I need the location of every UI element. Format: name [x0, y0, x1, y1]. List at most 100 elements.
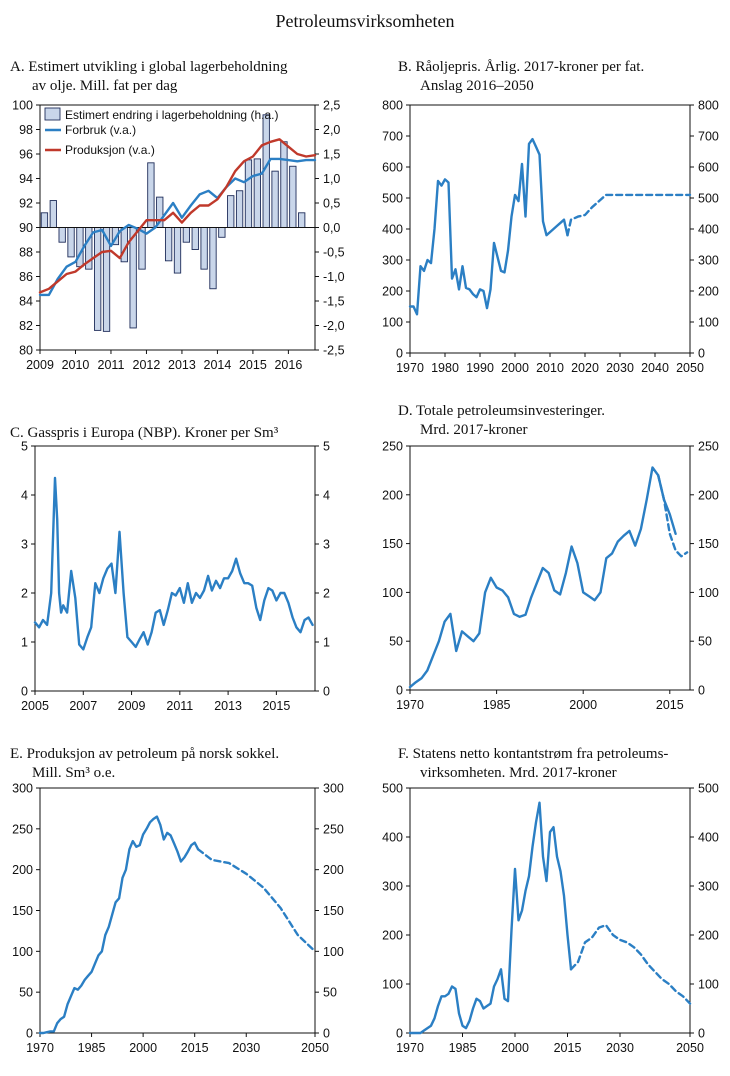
x-tick-label: 1990 — [466, 361, 494, 375]
y-tick-label: 200 — [382, 929, 403, 943]
y-tick-label-right: 3 — [323, 538, 330, 552]
x-tick-label: 2015 — [239, 358, 267, 372]
y-tick-label-right: 0 — [323, 685, 330, 699]
x-tick-label: 1985 — [449, 1041, 477, 1055]
y-tick-label-right: 1 — [323, 636, 330, 650]
inventory-change-bar — [244, 159, 253, 228]
y-tick-label-right: 0 — [698, 1027, 705, 1041]
series-line — [33, 476, 314, 651]
y-tick-label-right: 500 — [698, 192, 719, 206]
y-tick-label: 88 — [19, 246, 33, 260]
y-tick-label-right: 100 — [698, 978, 719, 992]
x-tick-label: 2014 — [204, 358, 232, 372]
y-tick-label: 1 — [21, 636, 28, 650]
x-tick-label: 2015 — [181, 1041, 209, 1055]
y-tick-label-right: 0 — [323, 1027, 330, 1041]
panel-title-line: Mill. Sm³ o.e. — [32, 765, 115, 781]
y-tick-label: 200 — [382, 285, 403, 299]
x-tick-label: 2007 — [69, 699, 97, 713]
series-line — [38, 815, 200, 1035]
inventory-change-bar — [280, 141, 288, 228]
y-tick-label: 300 — [12, 782, 33, 796]
y-tick-label: 800 — [382, 99, 403, 113]
series-line — [38, 157, 317, 297]
inventory-change-bar — [271, 170, 279, 228]
y-tick-label: 94 — [19, 172, 33, 186]
y-tick-label: 0 — [21, 685, 28, 699]
x-tick-label: 2015 — [554, 1041, 582, 1055]
plot-frame — [34, 445, 316, 692]
y-tick-label-right: 200 — [698, 488, 719, 502]
x-tick-label: 2030 — [606, 1041, 634, 1055]
inventory-change-bar — [138, 227, 146, 270]
y-tick-label: 0 — [396, 684, 403, 698]
x-tick-label: 1980 — [431, 361, 459, 375]
panel-title-line: F. Statens netto kontantstrøm fra petrol… — [398, 746, 668, 762]
y-tick-label-right: 400 — [698, 831, 719, 845]
x-tick-label: 2015 — [262, 699, 290, 713]
x-tick-label: 2015 — [656, 698, 684, 712]
y-tick-label: 200 — [382, 488, 403, 502]
y-tick-label-right: 50 — [323, 986, 337, 1000]
inventory-change-bar — [67, 227, 75, 258]
y-tick-label: 50 — [389, 635, 403, 649]
y-tick-label-right: 200 — [698, 929, 719, 943]
inventory-change-bar — [76, 227, 84, 268]
y-tick-label: 150 — [382, 537, 403, 551]
y-tick-label-right: 600 — [698, 161, 719, 175]
y-tick-label: 500 — [382, 192, 403, 206]
y2-tick-label: 1,5 — [323, 148, 340, 162]
x-tick-label: 2013 — [168, 358, 196, 372]
x-tick-label: 2030 — [232, 1041, 260, 1055]
panel-E: E. Produksjon av petroleum på norsk sokk… — [10, 746, 344, 1055]
inventory-change-bar — [209, 227, 217, 290]
y-tick-label: 300 — [382, 254, 403, 268]
plot-frame — [409, 104, 691, 354]
y-tick-label: 250 — [382, 440, 403, 454]
y-tick-label: 98 — [19, 123, 33, 137]
y-tick-label: 0 — [396, 347, 403, 361]
y-tick-label: 100 — [382, 978, 403, 992]
y-tick-label: 4 — [21, 489, 28, 503]
panel-title-line: E. Produksjon av petroleum på norsk sokk… — [10, 746, 279, 762]
x-tick-label: 2000 — [569, 698, 597, 712]
x-tick-label: 1970 — [396, 361, 424, 375]
y2-tick-label: -1,5 — [323, 295, 345, 309]
x-tick-label: 1970 — [396, 1041, 424, 1055]
figure-title: Petroleumsvirksomheten — [276, 11, 455, 31]
y-tick-label-right: 100 — [698, 316, 719, 330]
y2-tick-label: 0,5 — [323, 197, 340, 211]
x-tick-label: 2016 — [274, 358, 302, 372]
inventory-change-bar — [218, 227, 226, 238]
y-tick-label-right: 4 — [323, 489, 330, 503]
y-tick-label: 500 — [382, 782, 403, 796]
y-tick-label-right: 250 — [698, 440, 719, 454]
y2-tick-label: -0,5 — [323, 246, 345, 260]
y-tick-label-right: 150 — [698, 537, 719, 551]
inventory-change-bar — [227, 195, 235, 228]
x-tick-label: 2020 — [571, 361, 599, 375]
inventory-change-bar — [147, 162, 155, 228]
forecast-line — [566, 193, 692, 237]
x-tick-label: 2050 — [301, 1041, 329, 1055]
y-tick-label: 700 — [382, 130, 403, 144]
y-tick-label-right: 0 — [698, 347, 705, 361]
series-line — [408, 801, 573, 1035]
x-tick-label: 2040 — [641, 361, 669, 375]
y-tick-label-right: 200 — [323, 863, 344, 877]
y-tick-label: 100 — [12, 945, 33, 959]
x-tick-label: 2009 — [26, 358, 54, 372]
y-tick-label-right: 5 — [323, 440, 330, 454]
y-tick-label: 250 — [12, 822, 33, 836]
y2-tick-label: 1,0 — [323, 172, 340, 186]
y-tick-label-right: 500 — [698, 782, 719, 796]
y2-tick-label: -1,0 — [323, 270, 345, 284]
panel-title-line: av olje. Mill. fat per dag — [32, 78, 178, 94]
y-tick-label: 3 — [21, 538, 28, 552]
inventory-change-bar — [253, 158, 261, 228]
y-tick-label-right: 250 — [323, 822, 344, 836]
y2-tick-label: 0,0 — [323, 221, 340, 235]
x-tick-label: 1985 — [483, 698, 511, 712]
x-tick-label: 2010 — [62, 358, 90, 372]
y-tick-label: 150 — [12, 904, 33, 918]
